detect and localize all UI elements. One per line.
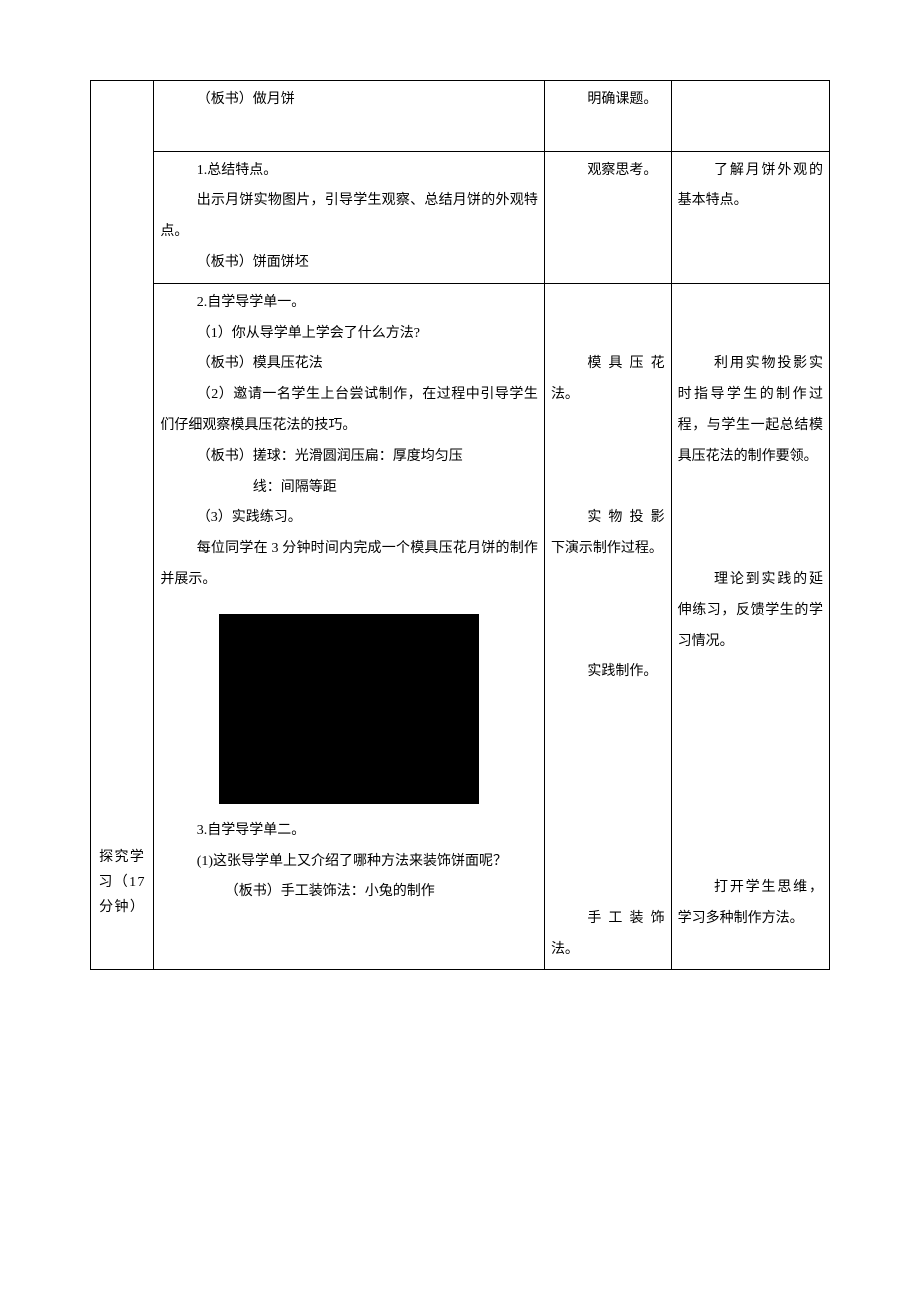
text-line: 利用实物投影实时指导学生的制作过程，与学生一起总结模具压花法的制作要领。 — [678, 349, 823, 472]
text-line: 观察思考。 — [551, 156, 665, 187]
text-line: （1）你从导学单上学会了什么方法? — [160, 319, 538, 350]
text-line: 模 具 压 花法。 — [551, 349, 665, 411]
student-activity-cell: 模 具 压 花法。 实 物 投 影下演示制作过程。 实践制作。 手 工 装 饰法… — [544, 283, 671, 970]
design-intent-cell — [671, 81, 829, 152]
spacer — [678, 534, 823, 565]
spacer — [678, 473, 823, 504]
text-line: （板书）做月饼 — [160, 85, 538, 116]
design-intent-cell: 了解月饼外观的基本特点。 — [671, 151, 829, 283]
table-row: 2.自学导学单一。 （1）你从导学单上学会了什么方法? （板书）模具压花法 （2… — [91, 283, 830, 970]
text-line: （板书）手工装饰法：小兔的制作 — [160, 877, 538, 908]
text-line: 2.自学导学单一。 — [160, 288, 538, 319]
text-line: 线：间隔等距 — [160, 473, 538, 504]
spacer — [678, 750, 823, 781]
spacer — [551, 596, 665, 627]
text-line: （板书）搓球：光滑圆润压扁：厚度均匀压 — [160, 442, 538, 473]
text-line: 手 工 装 饰法。 — [551, 904, 665, 966]
spacer — [678, 657, 823, 688]
spacer — [678, 319, 823, 350]
text-line: 实践制作。 — [551, 657, 665, 688]
text-line: （3）实践练习。 — [160, 503, 538, 534]
lesson-plan-table: 探究学习（17分钟） （板书）做月饼 明确课题。 1.总结特点。 出示月饼实物图… — [90, 80, 830, 970]
stage-cell: 探究学习（17分钟） — [91, 81, 154, 970]
text-line: 明确课题。 — [551, 85, 665, 116]
spacer — [551, 473, 665, 504]
student-activity-cell: 明确课题。 — [544, 81, 671, 152]
text-line: 每位同学在 3 分钟时间内完成一个模具压花月饼的制作并展示。 — [160, 534, 538, 596]
design-intent-cell: 利用实物投影实时指导学生的制作过程，与学生一起总结模具压花法的制作要领。 理论到… — [671, 283, 829, 970]
student-activity-cell: 观察思考。 — [544, 151, 671, 283]
spacer — [551, 411, 665, 442]
text-line: (1)这张导学单上又介绍了哪种方法来装饰饼面呢？ — [160, 847, 538, 878]
spacer — [551, 565, 665, 596]
spacer — [551, 811, 665, 842]
embedded-image-placeholder — [219, 614, 479, 804]
spacer — [678, 719, 823, 750]
spacer — [551, 842, 665, 873]
spacer — [551, 781, 665, 812]
text-line: 出示月饼实物图片，引导学生观察、总结月饼的外观特点。 — [160, 186, 538, 248]
table-row: 1.总结特点。 出示月饼实物图片，引导学生观察、总结月饼的外观特点。 （板书）饼… — [91, 151, 830, 283]
spacer — [678, 811, 823, 842]
stage-label: 探究学习（17分钟） — [97, 85, 147, 921]
spacer — [678, 842, 823, 873]
spacer — [551, 319, 665, 350]
table-row: 探究学习（17分钟） （板书）做月饼 明确课题。 — [91, 81, 830, 152]
spacer — [551, 873, 665, 904]
text-line: （板书）模具压花法 — [160, 349, 538, 380]
spacer — [551, 719, 665, 750]
spacer — [678, 288, 823, 319]
spacer — [551, 688, 665, 719]
teacher-activity-cell: （板书）做月饼 — [154, 81, 545, 152]
teacher-activity-cell: 1.总结特点。 出示月饼实物图片，引导学生观察、总结月饼的外观特点。 （板书）饼… — [154, 151, 545, 283]
text-line: 1.总结特点。 — [160, 156, 538, 187]
text-line: （2）邀请一名学生上台尝试制作，在过程中引导学生们仔细观察模具压花法的技巧。 — [160, 380, 538, 442]
text-line: 3.自学导学单二。 — [160, 816, 538, 847]
text-line: （板书）饼面饼坯 — [160, 248, 538, 279]
spacer — [551, 288, 665, 319]
spacer — [678, 688, 823, 719]
text-line: 了解月饼外观的基本特点。 — [678, 156, 823, 218]
text-line: 理论到实践的延伸练习，反馈学生的学习情况。 — [678, 565, 823, 657]
spacer — [551, 442, 665, 473]
document-page: 探究学习（17分钟） （板书）做月饼 明确课题。 1.总结特点。 出示月饼实物图… — [0, 0, 920, 1301]
spacer — [678, 503, 823, 534]
text-line: 打开学生思维，学习多种制作方法。 — [678, 873, 823, 935]
spacer — [551, 750, 665, 781]
spacer — [551, 627, 665, 658]
text-line: 实 物 投 影下演示制作过程。 — [551, 503, 665, 565]
spacer — [678, 781, 823, 812]
teacher-activity-cell: 2.自学导学单一。 （1）你从导学单上学会了什么方法? （板书）模具压花法 （2… — [154, 283, 545, 970]
spacer — [160, 116, 538, 147]
